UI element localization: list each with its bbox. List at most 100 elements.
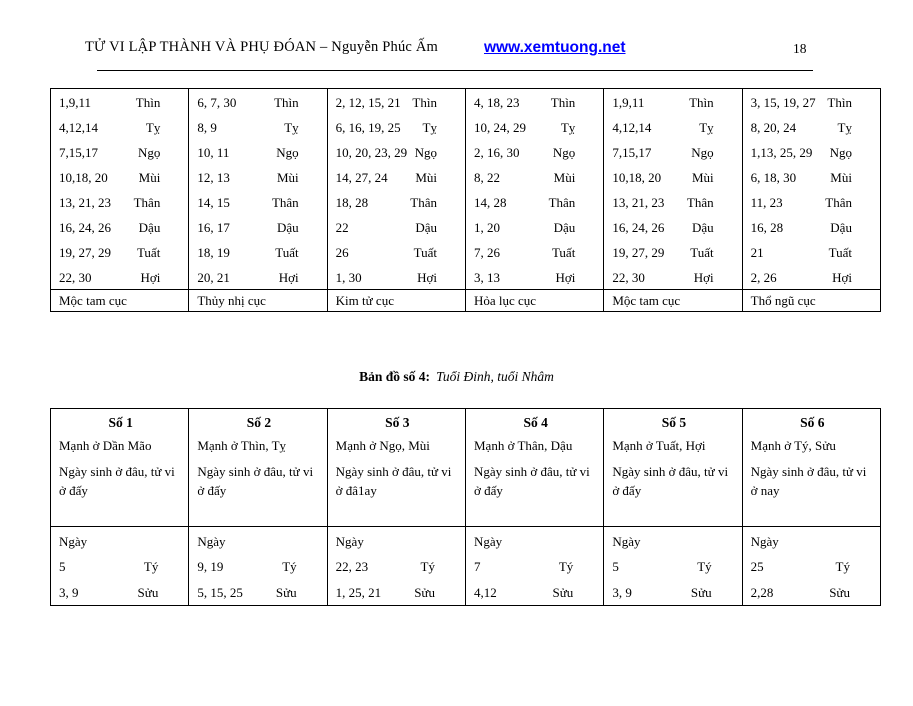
day-branch-row: 2, 26 Hợi [743, 265, 880, 290]
branch-label: Hợi [278, 270, 299, 285]
website-link[interactable]: www.xemtuong.net [484, 39, 626, 56]
branch-label: Ngọ [276, 145, 299, 160]
ty-row: 5 Tý [51, 554, 188, 580]
so-manh-text: Mạnh ở Tuất, Hợi [612, 438, 706, 453]
days-value: 10,18, 20 [59, 170, 108, 185]
branch-label: Tuất [828, 245, 852, 260]
branch-label: Mùi [415, 170, 437, 185]
so-column-4: Số 4 Mạnh ở Thân, Dậu Ngày sinh ở đâu, t… [465, 409, 605, 606]
branch-label: Dậu [830, 220, 852, 235]
days-value: 16, 28 [750, 220, 784, 235]
ngay-label: Ngày [750, 534, 779, 549]
days-value: 13, 21, 23 [59, 195, 111, 210]
branch-label: Thìn [412, 95, 437, 110]
days-value: 4,12,14 [59, 120, 98, 135]
branch-label: Hợi [555, 270, 576, 285]
branch-label: Tuất [690, 245, 714, 260]
cuc-table: 1,9,11 Thìn 4,12,14 Tỵ 7,15,17 Ngọ 10,18, 2… [50, 88, 881, 312]
day-branch-row: 19, 27, 29 Tuất [604, 240, 741, 265]
days-value: 4, 18, 23 [473, 95, 520, 110]
so-manh-text: Mạnh ở Ngọ, Mùi [335, 438, 430, 453]
days-value: 14, 27, 24 [335, 170, 388, 185]
days-value: 19, 27, 29 [59, 245, 111, 260]
days-value: 3, 13 [473, 270, 500, 285]
so-column-6: Số 6 Mạnh ở Tý, Sửu Ngày sinh ở đâu, tử … [742, 409, 880, 605]
so-title: Số 2 [246, 415, 272, 430]
branch-label: Tuất [136, 245, 161, 260]
days-value: 16, 24, 26 [612, 220, 665, 235]
caption-label: Bản đồ số 4: [359, 369, 431, 384]
branch-label: Tỵ [422, 120, 437, 135]
day-branch-row: 21 Tuất [743, 240, 880, 265]
days-value: 2, 26 [750, 270, 777, 285]
days-value: 5 [612, 559, 619, 574]
cuc-footer-label: Thủy nhị cục [189, 289, 327, 311]
branch-label: Tuất [275, 245, 299, 260]
branch-label: Hợi [832, 270, 852, 285]
days-value: 18, 28 [335, 195, 369, 210]
cuc-footer-label: Kim tử cục [327, 289, 465, 311]
branch-label: Ngọ [691, 145, 714, 160]
branch-label: Ngọ [829, 145, 852, 160]
cuc-column-2: 6, 7, 30 Thìn 8, 9 Tỵ 10, 11 Ngọ 12, 13 Mùi … [189, 89, 328, 311]
days-value: 1,13, 25, 29 [750, 145, 813, 160]
cuc-column-5: 1,9,11 Thìn 4,12,14 Tỵ 7,15,17 Ngọ 10,18, 2… [604, 89, 743, 311]
branch-label: Tý [420, 559, 435, 574]
branch-label: Sửu [414, 585, 435, 600]
branch-label: Thân [133, 195, 161, 210]
branch-label: Tý [558, 559, 574, 574]
days-value: 11, 23 [750, 195, 783, 210]
cuc-column-4: 4, 18, 23 Thìn 10, 24, 29 Tỵ 2, 16, 30 Ngọ … [465, 89, 605, 311]
branch-label: Tỵ [560, 120, 576, 135]
caption-subject: Tuổi Đinh, tuổi Nhâm [436, 369, 554, 384]
branch-label: Tỵ [699, 120, 714, 135]
days-value: 18, 19 [197, 245, 230, 260]
day-branch-row: 2, 16, 30 Ngọ [466, 140, 603, 165]
branch-label: Tuất [413, 245, 437, 260]
days-value: 22 [335, 220, 349, 235]
day-branch-row: 10,18, 20 Mùi [604, 165, 741, 190]
branch-label: Thân [548, 195, 576, 210]
so-note-text: Ngày sinh ở đâu, tử vi ở đâ1ay [335, 464, 452, 498]
branch-label: Thân [686, 195, 714, 210]
days-value: 16, 17 [197, 220, 230, 235]
days-value: 13, 21, 23 [612, 195, 665, 210]
day-branch-row: 22, 30 Hợi [51, 265, 188, 290]
days-value: 5, 15, 25 [197, 585, 243, 600]
day-branch-row: 2, 12, 15, 21 Thìn [328, 90, 465, 115]
branch-label: Tý [143, 559, 159, 574]
day-branch-row: 10,18, 20 Mùi [51, 165, 188, 190]
day-branch-row: 18, 28 Thân [328, 190, 465, 215]
day-branch-row: 4,12,14 Tỵ [604, 115, 741, 140]
ngay-label: Ngày [59, 534, 88, 549]
days-value: 20, 21 [197, 270, 230, 285]
days-value: 10, 11 [197, 145, 230, 160]
so-note-text: Ngày sinh ở đâu, tử vi ở đấy [59, 464, 175, 498]
day-branch-row: 8, 22 Mùi [466, 165, 603, 190]
suu-row: 4,12 Sửu [466, 580, 603, 606]
days-value: 5 [59, 559, 66, 574]
day-branch-row: 7, 26 Tuất [466, 240, 603, 265]
so-column-1: Số 1 Mạnh ở Dần Mão Ngày sinh ở đâu, tử … [51, 409, 190, 605]
days-value: 9, 19 [197, 559, 224, 574]
days-value: 2, 16, 30 [473, 145, 520, 160]
branch-label: Mùi [138, 170, 161, 185]
day-branch-row: 1,9,11 Thìn [604, 90, 741, 115]
day-branch-row: 3, 13 Hợi [466, 265, 603, 290]
cuc-footer-label: Mộc tam cục [51, 289, 189, 311]
day-branch-row: 6, 16, 19, 25 Tỵ [328, 115, 465, 140]
day-branch-row: 8, 20, 24 Tỵ [743, 115, 880, 140]
days-value: 14, 28 [473, 195, 507, 210]
days-value: 14, 15 [197, 195, 230, 210]
branch-label: Ngọ [552, 145, 576, 160]
ty-row: 22, 23 Tý [328, 554, 465, 580]
day-branch-row: 10, 24, 29 Tỵ [466, 115, 603, 140]
branch-label: Sửu [275, 585, 297, 600]
day-branch-row: 16, 24, 26 Dậu [51, 215, 188, 240]
days-value: 12, 13 [197, 170, 230, 185]
suu-row: 5, 15, 25 Sửu [189, 580, 326, 606]
so-table: Số 1 Mạnh ở Dần Mão Ngày sinh ở đâu, tử … [50, 408, 881, 606]
branch-label: Dậu [415, 220, 437, 235]
days-value: 1, 20 [473, 220, 500, 235]
so-column-2: Số 2 Mạnh ở Thìn, Tỵ Ngày sinh ở đâu, tử… [189, 409, 328, 606]
